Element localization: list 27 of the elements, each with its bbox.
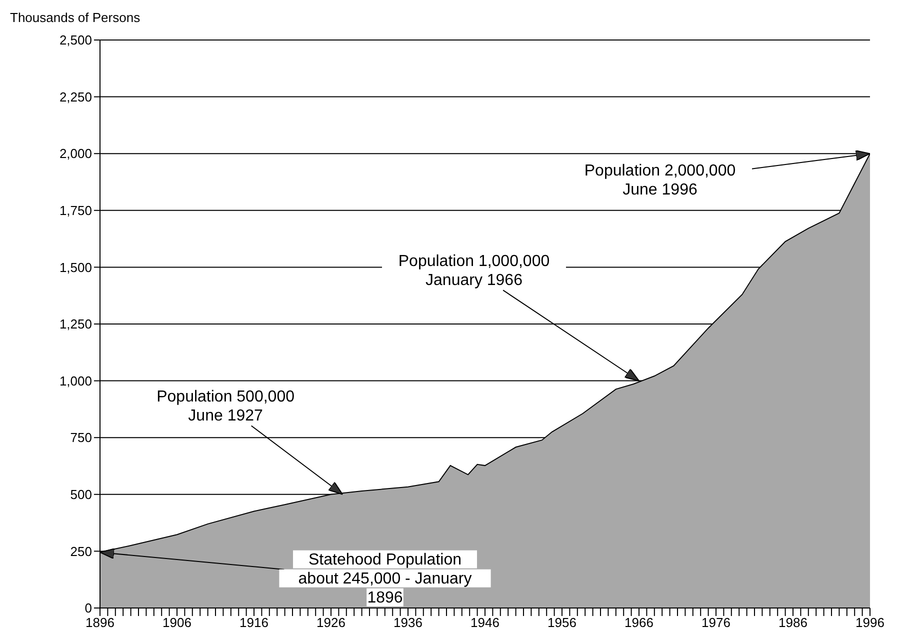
annotation: Population 500,000 June 1927 [156, 388, 295, 424]
x-tick-label: 1926 [316, 615, 346, 630]
y-tick-label: 2,000 [59, 146, 92, 162]
x-tick-label: 1976 [702, 615, 730, 630]
y-tick-label: 250 [70, 544, 92, 559]
x-tick-label: 1936 [394, 615, 422, 630]
x-tick-label: 1896 [86, 615, 114, 630]
x-tick-label: 1996 [856, 615, 884, 630]
x-tick-label: 1956 [548, 615, 576, 630]
x-tick-label: 1966 [624, 615, 654, 630]
y-tick-label: 750 [70, 430, 92, 446]
x-tick-label: 1906 [162, 615, 192, 630]
y-tick-label: 0 [84, 600, 92, 616]
annotation: Population 2,000,000 June 1996 [584, 162, 736, 199]
y-tick-label: 1,750 [59, 203, 92, 218]
y-tick-label: 500 [70, 487, 92, 502]
x-tick-label: 1916 [240, 615, 268, 630]
annotation: Statehood Population about 245,000 - January 1896 [298, 551, 472, 606]
x-tick-label: 1946 [470, 615, 500, 630]
y-tick-label: 1,250 [59, 316, 92, 332]
x-tick-label: 1986 [778, 615, 808, 630]
y-axis-title: Thousands of Persons [10, 10, 140, 25]
y-tick-label: 1,000 [59, 373, 92, 388]
y-tick-label: 2,250 [59, 89, 92, 104]
y-tick-label: 2,500 [59, 32, 92, 48]
annotation: Population 1,000,000 January 1966 [398, 252, 550, 289]
y-tick-label: 1,500 [59, 260, 92, 275]
